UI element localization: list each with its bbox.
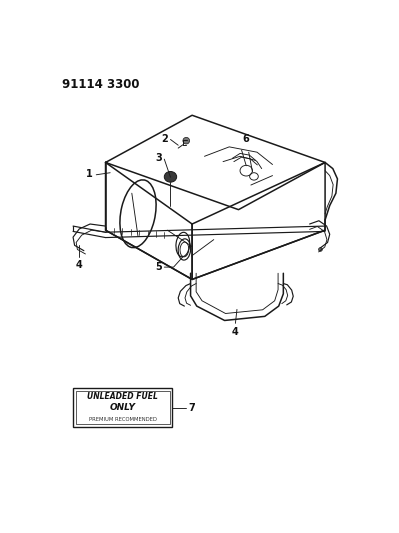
Text: 7: 7 (188, 402, 195, 413)
Ellipse shape (318, 248, 322, 252)
Text: 2: 2 (162, 134, 168, 144)
Ellipse shape (183, 138, 190, 144)
Text: 91114 3300: 91114 3300 (62, 78, 140, 91)
Text: 4: 4 (232, 327, 239, 337)
FancyBboxPatch shape (75, 391, 170, 424)
Ellipse shape (164, 172, 177, 182)
Text: 6: 6 (243, 134, 250, 143)
FancyBboxPatch shape (73, 388, 172, 427)
Text: 4: 4 (76, 260, 83, 270)
Text: PREMIUM RECOMMENDED: PREMIUM RECOMMENDED (89, 417, 156, 422)
Text: 3: 3 (155, 154, 162, 163)
Text: UNLEADED FUEL: UNLEADED FUEL (87, 392, 158, 401)
Text: 1: 1 (87, 169, 93, 179)
Text: 5: 5 (155, 262, 162, 272)
Text: ONLY: ONLY (110, 403, 136, 412)
